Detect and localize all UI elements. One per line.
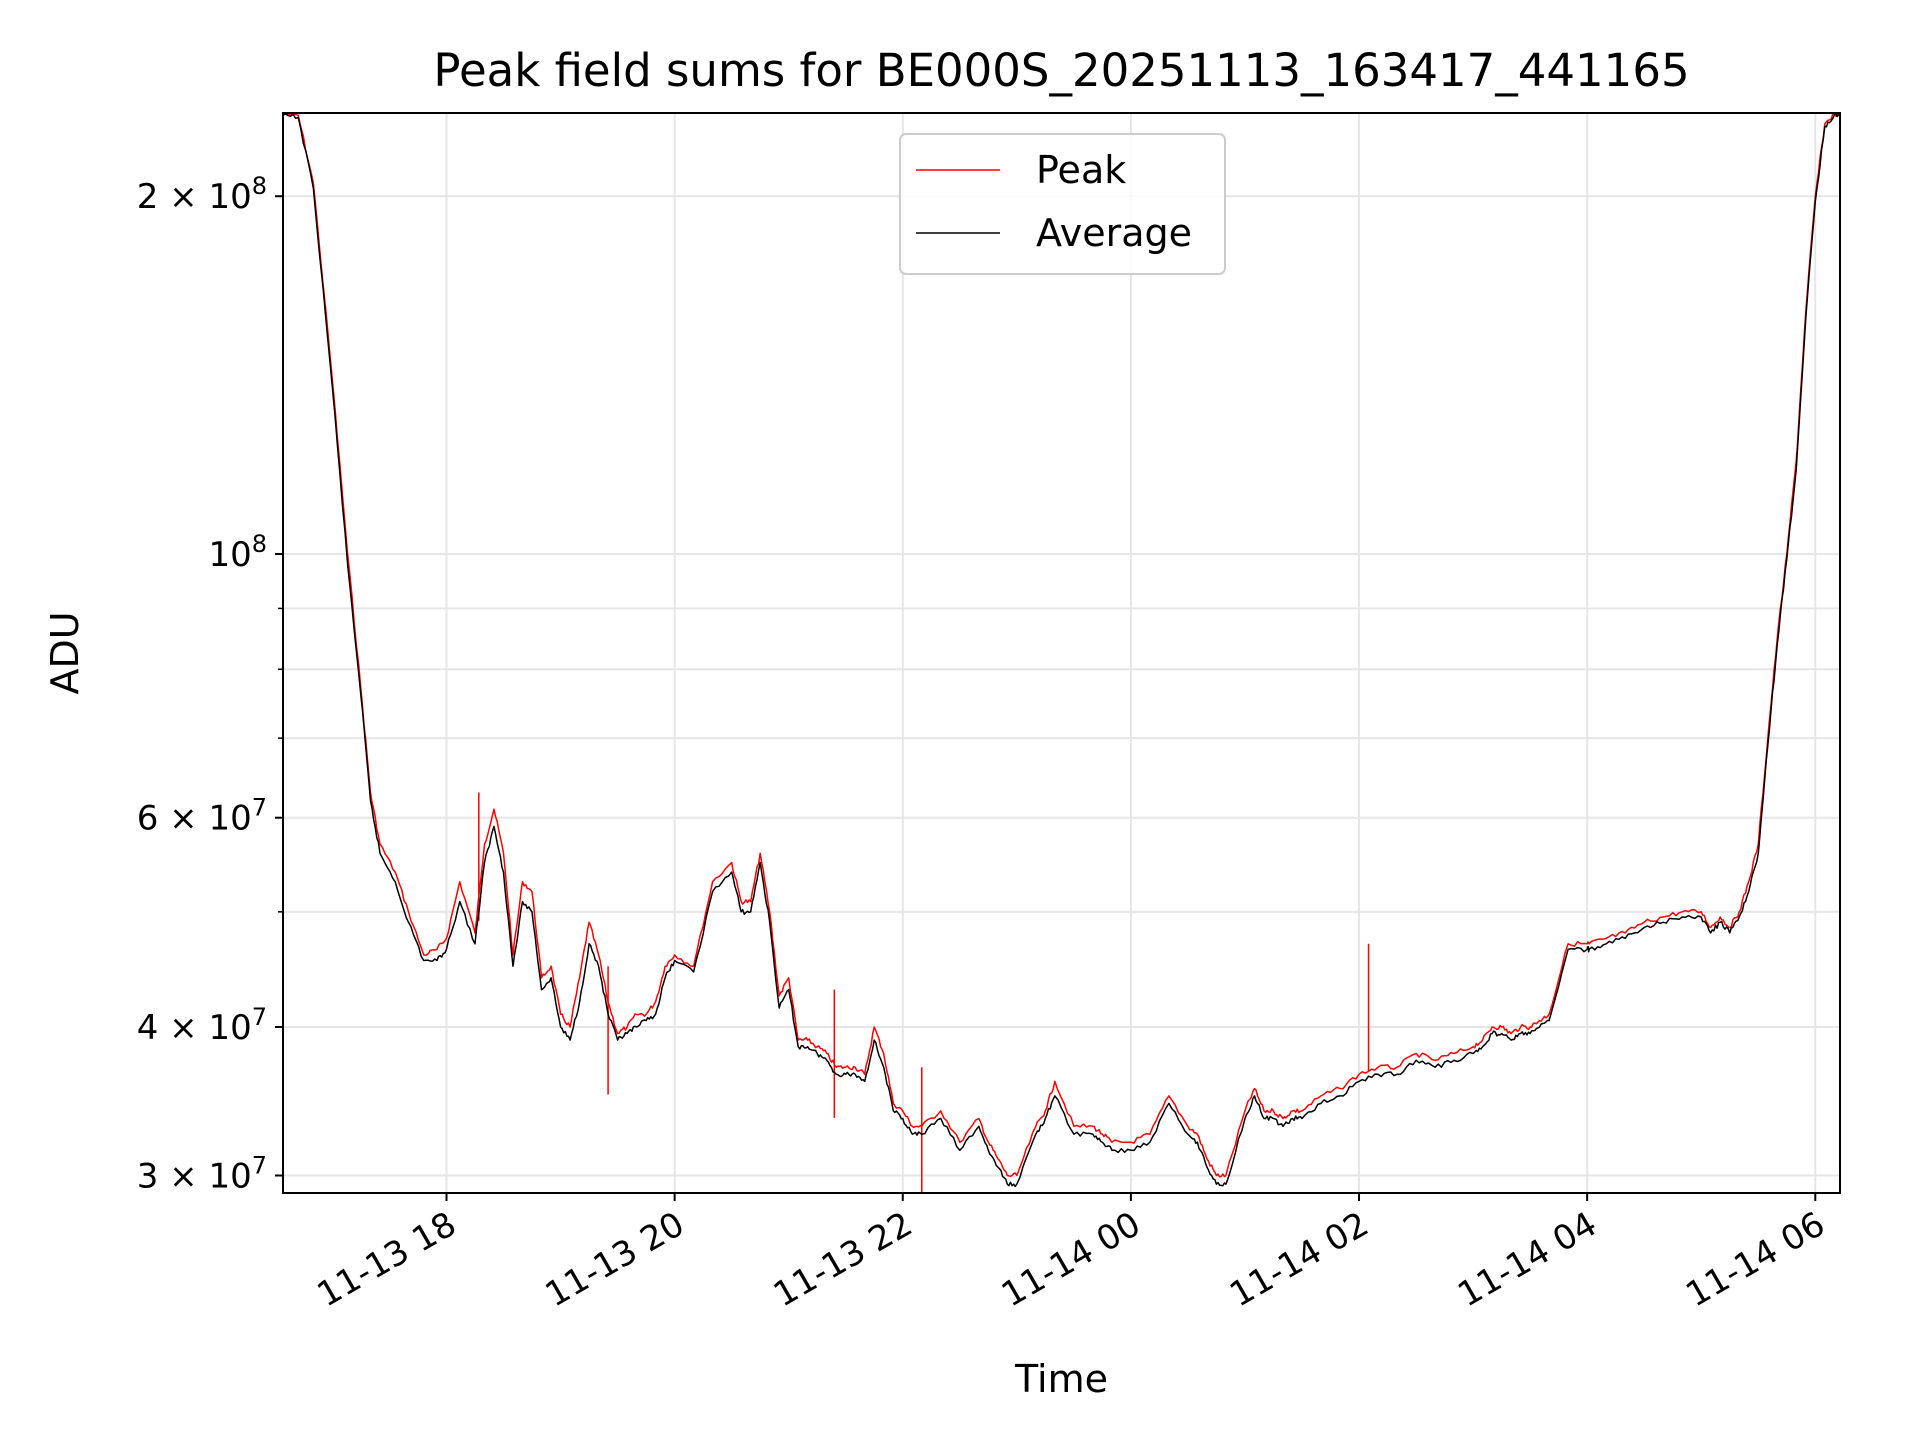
series-line-average (282, 113, 1841, 1188)
chart-title: Peak field sums for BE000S_20251113_1634… (433, 44, 1689, 97)
legend-label-average: Average (1036, 211, 1192, 255)
y-axis-label: ADU (43, 611, 87, 694)
legend: Peak Average (899, 133, 1226, 275)
grid (283, 113, 1840, 1193)
y-tick-label: 108 (208, 530, 267, 575)
y-tick-label: 6 × 107 (137, 794, 267, 839)
series-line-peak (282, 113, 1840, 1178)
legend-label-peak: Peak (1036, 148, 1126, 192)
legend-box (899, 133, 1226, 275)
plot-area (282, 113, 1841, 1192)
y-tick-label: 4 × 107 (137, 1003, 267, 1048)
x-axis-label: Time (1014, 1357, 1108, 1401)
y-tick-label: 2 × 108 (137, 172, 267, 217)
y-tick-label: 3 × 107 (137, 1152, 267, 1197)
axes-frame (282, 112, 1841, 1194)
